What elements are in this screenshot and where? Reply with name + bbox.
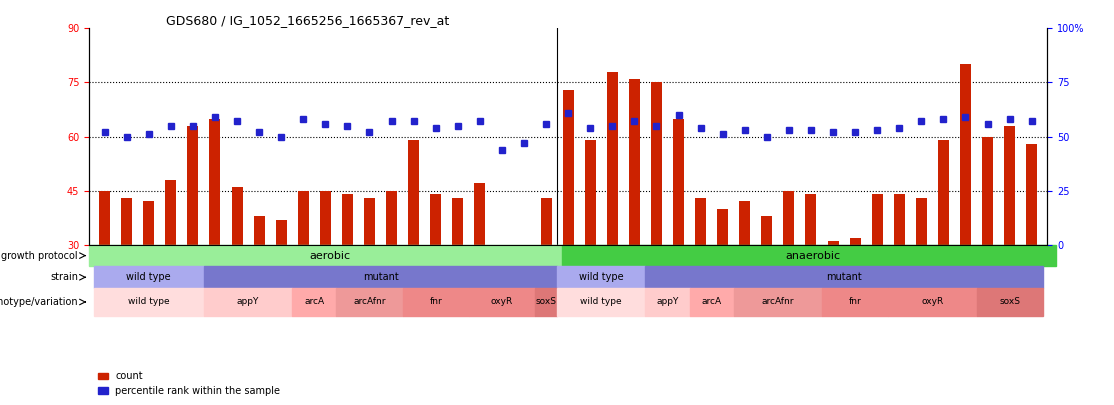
Text: wild type: wild type [126,272,172,282]
Bar [336,288,402,316]
Text: fnr: fnr [429,298,442,307]
Text: arcAfnr: arcAfnr [762,298,794,307]
Text: arcAfnr: arcAfnr [353,298,385,307]
Bar [783,191,794,353]
Bar [645,288,690,316]
Text: aerobic: aerobic [310,251,350,260]
Bar [734,288,822,316]
Text: mutant: mutant [827,272,862,282]
Bar [1026,144,1037,353]
Bar [805,194,817,353]
Bar [518,245,529,353]
Bar [254,216,265,353]
Bar [557,266,645,288]
Text: genotype/variation: genotype/variation [0,297,78,307]
Bar [557,288,645,316]
Text: arcA: arcA [702,298,722,307]
Bar [1004,126,1015,353]
Bar [822,288,888,316]
Bar [916,198,927,353]
Bar [673,119,684,353]
Text: mutant: mutant [363,272,399,282]
Bar [387,191,397,353]
Bar [761,216,772,353]
Text: appY: appY [656,298,678,307]
Text: oxyR: oxyR [491,298,514,307]
Bar [563,90,574,353]
Bar [121,198,133,353]
Bar [938,140,949,353]
Bar [540,198,551,353]
Bar [275,220,286,353]
Bar [695,198,706,353]
Bar [469,288,535,316]
Bar [209,119,221,353]
Bar [585,140,596,353]
Bar [292,288,336,316]
Bar [888,288,977,316]
Bar [651,83,662,353]
Bar [561,245,1056,266]
Bar [850,238,861,353]
Text: wild type: wild type [128,298,169,307]
Bar [977,288,1043,316]
Bar [320,191,331,353]
Text: fnr: fnr [849,298,861,307]
Text: wild type: wild type [580,298,622,307]
Bar [430,194,441,353]
Bar [893,194,905,353]
Text: soxS: soxS [536,298,557,307]
Legend: count, percentile rank within the sample: count, percentile rank within the sample [94,367,284,400]
Bar [297,191,309,353]
Bar [607,72,618,353]
Bar [94,288,204,316]
Bar [960,64,971,353]
Bar [187,126,198,353]
Bar [497,245,508,353]
Text: strain: strain [50,272,78,282]
Text: appY: appY [237,298,260,307]
Text: wild type: wild type [579,272,624,282]
Bar [690,288,734,316]
Bar [204,288,292,316]
Bar [342,194,353,353]
Bar [402,288,469,316]
Text: soxS: soxS [999,298,1020,307]
Bar [740,202,750,353]
Text: anaerobic: anaerobic [785,251,841,260]
Bar [204,266,557,288]
Bar [535,288,557,316]
Bar [645,266,1043,288]
Bar [452,198,463,353]
Bar [983,136,993,353]
Bar [408,140,419,353]
Text: growth protocol: growth protocol [1,251,78,260]
Bar [628,79,639,353]
Bar [828,241,839,353]
Bar [165,180,176,353]
Bar [871,194,882,353]
Bar [232,187,243,353]
Text: GDS680 / IG_1052_1665256_1665367_rev_at: GDS680 / IG_1052_1665256_1665367_rev_at [166,14,449,27]
Bar [94,266,204,288]
Text: arcA: arcA [304,298,324,307]
Bar [364,198,375,353]
Bar [717,209,729,353]
Bar [89,245,561,266]
Bar [99,191,110,353]
Bar [475,183,486,353]
Bar [144,202,154,353]
Text: oxyR: oxyR [921,298,944,307]
